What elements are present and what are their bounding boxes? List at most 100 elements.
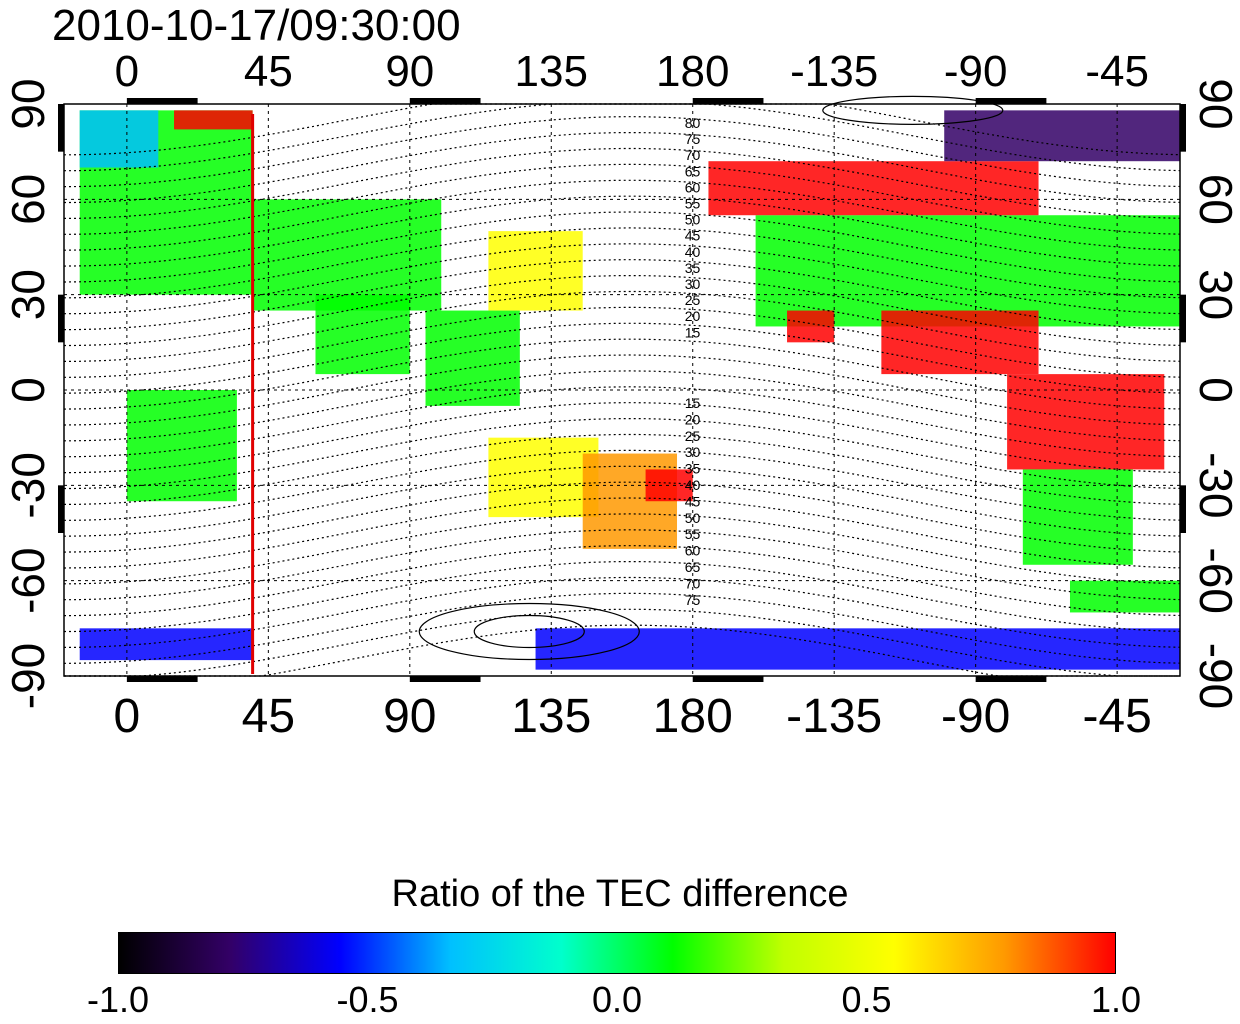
contour-label: 40	[685, 477, 701, 493]
x-tick-label-bottom: 45	[242, 690, 295, 743]
x-tick-label-top: -45	[1085, 47, 1149, 96]
tec-data-region	[708, 161, 1039, 216]
contour-label: 15	[685, 395, 701, 411]
tec-data-region	[174, 110, 253, 130]
tec-data-region	[425, 310, 520, 406]
x-tick-label-bottom: 180	[653, 690, 733, 743]
axis-bar-bottom	[126, 676, 198, 682]
contour-label: 20	[685, 411, 701, 427]
tec-data-region	[252, 199, 442, 311]
tec-data-layer	[79, 110, 1180, 670]
plot-frame	[63, 103, 1181, 677]
tec-data-region	[881, 310, 1039, 375]
contour-label: 50	[685, 212, 701, 228]
x-tick-label-top: 0	[115, 47, 139, 96]
y-tick-label-left: -90	[2, 643, 54, 709]
contour-label: 35	[685, 461, 701, 477]
y-tick-label-right: 30	[1190, 269, 1240, 320]
x-tick-label-bottom: -135	[786, 690, 882, 743]
axis-bar-right	[1180, 485, 1186, 533]
contour-label: 65	[685, 559, 701, 575]
y-tick-label-right: -90	[1190, 643, 1240, 709]
x-tick-label-bottom: -90	[941, 690, 1010, 743]
tec-data-region	[535, 628, 1180, 670]
grid-lines	[64, 103, 1180, 677]
x-tick-label-bottom: 90	[383, 690, 436, 743]
y-tick-label-right: -30	[1190, 452, 1240, 518]
contour-line	[64, 513, 1181, 585]
axis-bar-bottom	[975, 676, 1047, 682]
contour-line	[64, 227, 1181, 299]
contour-label: 25	[685, 428, 701, 444]
contour-label: 70	[685, 147, 701, 163]
contour-line	[64, 103, 1181, 172]
contour-label: 60	[685, 543, 701, 559]
contour-line	[64, 608, 1180, 677]
y-tick-label-left: 30	[2, 269, 54, 320]
contour-line	[64, 529, 1181, 601]
axis-bar-right	[1180, 294, 1186, 343]
tec-data-region	[126, 390, 237, 502]
axis-bar-top	[409, 98, 481, 104]
x-tick-label-top: 90	[385, 47, 434, 96]
y-tick-label-left: 0	[2, 377, 54, 403]
contour-label: 80	[685, 115, 701, 131]
y-tick-label-right: 60	[1190, 174, 1240, 225]
tec-data-region	[944, 110, 1180, 162]
axis-bar-top	[692, 98, 764, 104]
x-tick-label-bottom: 135	[511, 690, 591, 743]
axis-bar-left	[58, 294, 64, 343]
magnetic-contours	[63, 95, 1181, 677]
colorbar-tick-label: 1.0	[1090, 979, 1142, 1020]
contour-label: 45	[685, 228, 701, 244]
x-tick-label-top: -135	[790, 47, 878, 96]
contour-line	[63, 354, 1181, 426]
tec-data-region	[1007, 374, 1165, 470]
y-tick-labels: 90 60 30 0 -30 -60 -90 90 60 30 0 -30 -60 -90	[2, 78, 1240, 709]
contour-label: 70	[685, 575, 701, 591]
contour-pole-ring	[822, 95, 1004, 125]
contour-label: 65	[685, 163, 701, 179]
axis-bar-top	[126, 98, 198, 104]
x-tick-labels: 0 0 45 45 90 90 135 135 180 180 -135 -135 -90 -90 -45 -…	[114, 47, 1152, 743]
y-tick-label-right: 0	[1190, 377, 1240, 403]
contour-line	[64, 243, 1181, 315]
axis-bar-bottom	[692, 676, 764, 682]
contour-line	[64, 370, 1181, 442]
contour-label: 60	[685, 179, 701, 195]
y-tick-label-left: -30	[2, 452, 54, 518]
contour-label: 35	[685, 260, 701, 276]
tec-data-region	[787, 310, 835, 343]
tec-data-region	[488, 437, 599, 518]
contour-label: 75	[685, 592, 701, 608]
colorbar	[118, 932, 1116, 974]
colorbar-tick-label: 0.0	[591, 979, 643, 1020]
axis-bar-right	[1180, 104, 1186, 152]
contour-label: 50	[685, 510, 701, 526]
x-tick-label-top: 45	[244, 47, 293, 96]
contour-line	[64, 103, 1181, 156]
x-tick-label-top: 180	[656, 47, 729, 96]
contour-line	[64, 386, 1181, 458]
contour-line	[63, 497, 1181, 569]
colorbar-title: Ratio of the TEC difference	[391, 873, 849, 915]
contour-pole-ring	[418, 602, 640, 661]
contour-label: 15	[685, 324, 701, 340]
tec-data-region	[315, 294, 410, 375]
y-tick-label-right: -60	[1190, 547, 1240, 613]
axis-bars	[58, 98, 1186, 682]
contour-label: 20	[685, 308, 701, 324]
y-tick-label-left: 90	[2, 78, 54, 129]
contour-label: 30	[685, 444, 701, 460]
x-tick-label-top: 135	[515, 47, 588, 96]
tec-data-region	[755, 215, 1180, 327]
contour-label: 25	[685, 292, 701, 308]
axis-bar-bottom	[409, 676, 481, 682]
colorbar-tick-label: -0.5	[336, 979, 399, 1020]
contour-label: 30	[685, 276, 701, 292]
contour-label: 75	[685, 131, 701, 147]
contour-labels: 8075706560555045403530252015152025303540…	[685, 115, 701, 608]
tec-data-region	[79, 110, 159, 168]
colorbar-tick-label: 0.5	[841, 979, 892, 1020]
y-tick-label-left: 60	[2, 174, 54, 225]
